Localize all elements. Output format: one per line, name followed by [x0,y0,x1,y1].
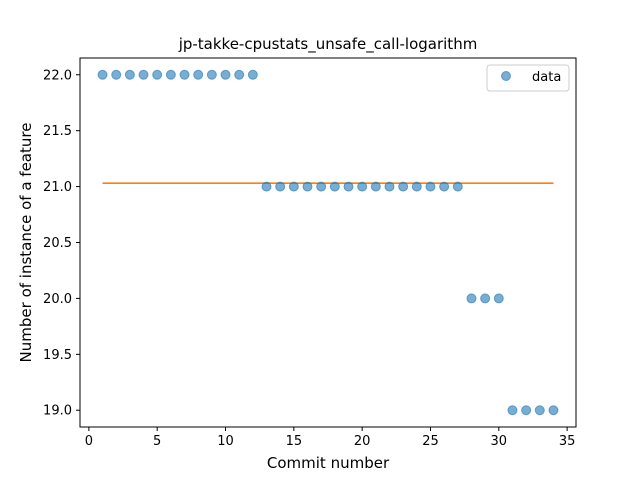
data-point [329,181,340,192]
x-tick-label: 25 [422,434,439,449]
data-point [206,69,217,80]
x-tick-label: 15 [286,434,303,449]
data-point [97,69,108,80]
data-point [111,69,122,80]
y-tick-label: 21.0 [43,180,72,195]
data-point [425,181,436,192]
legend: data [486,64,570,92]
data-point [411,181,422,192]
data-point [493,293,504,304]
y-tick-label: 20.5 [43,236,72,251]
x-tick-label: 0 [85,434,93,449]
data-point [179,69,190,80]
legend-marker [501,71,511,81]
data-point [302,181,313,192]
data-point [124,69,135,80]
legend-label: data [532,70,561,85]
data-point [193,69,204,80]
y-tick-label: 19.5 [43,348,72,363]
data-point [466,293,477,304]
y-axis-label: Number of instance of a feature [17,123,35,363]
data-point [152,69,163,80]
x-axis-label: Commit number [267,454,390,472]
data-point [220,69,231,80]
y-tick-label: 21.5 [43,124,72,139]
data-point [261,181,272,192]
data-point [480,293,491,304]
data-point [343,181,354,192]
y-tick-label: 22.0 [43,68,72,83]
y-tick-label: 19.0 [43,404,72,419]
data-point [507,405,518,416]
x-tick-label: 30 [491,434,508,449]
x-tick-label: 10 [217,434,234,449]
x-tick-label: 20 [354,434,371,449]
x-axis: 0 5 10 15 20 25 30 35 [85,427,576,449]
data-point [316,181,327,192]
data-point [521,405,532,416]
data-point [357,181,368,192]
plot-area [97,69,559,416]
data-point [452,181,463,192]
x-tick-label: 5 [153,434,161,449]
data-point [439,181,450,192]
data-point [234,69,245,80]
data-point [548,405,559,416]
data-point [247,69,258,80]
x-tick-label: 35 [559,434,576,449]
data-point [370,181,381,192]
y-tick-label: 20.0 [43,292,72,307]
data-point [288,181,299,192]
y-axis: 19.0 19.5 20.0 20.5 21.0 21.5 22.0 [43,68,80,419]
data-point [275,181,286,192]
data-point [165,69,176,80]
data-point [534,405,545,416]
data-point [384,181,395,192]
data-point [398,181,409,192]
chart-title: jp-takke-cpustats_unsafe_call-logarithm [178,35,478,54]
data-point [138,69,149,80]
